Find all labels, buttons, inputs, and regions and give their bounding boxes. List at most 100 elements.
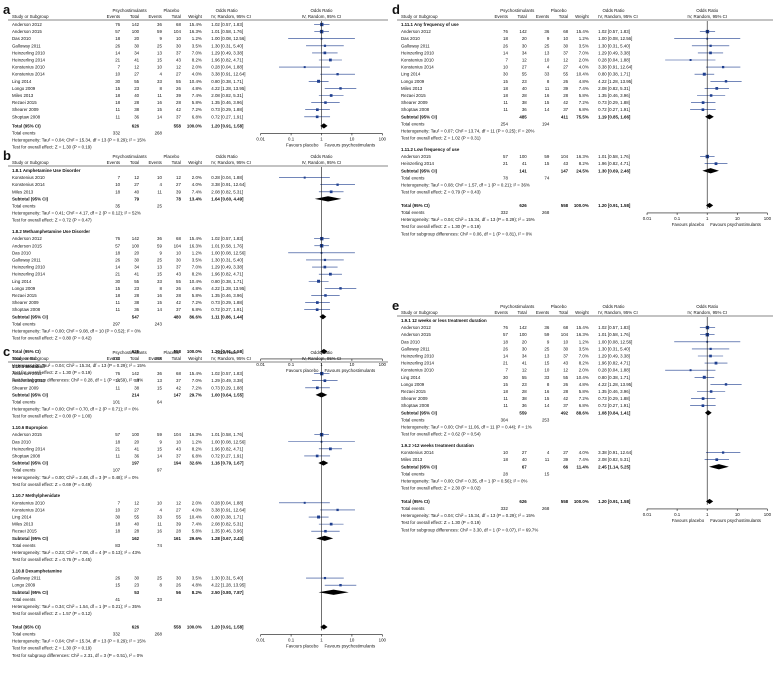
- forest-panel-c: c Psychostimulants Placebo Odds Ratio Odds R…: [3, 344, 388, 658]
- events-psychostimulants: 15: [503, 382, 508, 387]
- header-total2: Total: [172, 14, 181, 19]
- total-placebo: 558: [561, 203, 569, 208]
- study-name: Shearer 2009: [12, 107, 39, 112]
- events-placebo: 36: [157, 236, 162, 241]
- summary-diamond: [314, 196, 342, 202]
- odds-ratio-ci: 2.45 [1.14, 5.25]: [598, 464, 631, 469]
- study-name: Konstenius 2014: [401, 65, 434, 70]
- total-events-placebo: 253: [542, 417, 550, 422]
- total-placebo: 12: [176, 65, 181, 70]
- summary-label: Total (95% CI): [12, 349, 41, 354]
- total-placebo: 27: [176, 72, 181, 77]
- statistics-line: Heterogeneity: Tau² = 0.08; Chi² = 1.57,…: [401, 182, 530, 187]
- weight-value: 4.8%: [192, 583, 202, 588]
- total-placebo: 30: [563, 346, 568, 351]
- events-placebo: 8: [159, 583, 162, 588]
- total-events-placebo: 268: [155, 632, 163, 637]
- total-psychostimulants: 36: [522, 403, 527, 408]
- total-events-label: Total events: [401, 210, 425, 215]
- total-events-label: Total events: [12, 321, 36, 326]
- events-placebo: 15: [157, 58, 162, 63]
- events-placebo: 4: [547, 65, 550, 70]
- study-marker: [709, 390, 713, 393]
- study-marker: [709, 347, 712, 351]
- events-psychostimulants: 18: [115, 250, 120, 255]
- header-or-left: Odds Ratio: [216, 154, 239, 159]
- total-events-psychostimulants: 332: [113, 632, 121, 637]
- events-psychostimulants: 18: [503, 93, 508, 98]
- header-method-left: IV, Random, 95% CI: [598, 14, 638, 19]
- total-placebo: 68: [176, 236, 181, 241]
- total-psychostimulants: 28: [134, 529, 139, 534]
- total-psychostimulants: 142: [519, 325, 527, 330]
- summary-label: Total (95% CI): [12, 624, 41, 629]
- weight-value: 7.2%: [192, 300, 202, 305]
- study-marker: [324, 101, 327, 104]
- total-events-psychostimulants: 78: [503, 175, 508, 180]
- odds-ratio-ci: 4.22 [1.28, 13.95]: [211, 583, 245, 588]
- odds-ratio-ci: 0.73 [0.29, 1.88]: [598, 100, 630, 105]
- odds-ratio-ci: 1.96 [0.82, 4.71]: [598, 161, 630, 166]
- events-placebo: 11: [545, 457, 550, 462]
- weight-value: 15.4%: [576, 325, 589, 330]
- odds-ratio-ci: 1.29 [0.49, 3.38]: [211, 265, 243, 270]
- header-or-right: Odds Ratio: [311, 154, 334, 159]
- total-psychostimulants: 41: [522, 161, 527, 166]
- total-events-label: Total events: [12, 204, 36, 209]
- events-psychostimulants: 11: [503, 100, 508, 105]
- weight-value: 3.5%: [192, 576, 202, 581]
- weight-value: 100.0%: [574, 499, 589, 504]
- events-psychostimulants: 18: [115, 36, 120, 41]
- events-placebo: 36: [544, 29, 549, 34]
- study-name: Shoptaw 2008: [401, 107, 430, 112]
- statistics-line: Heterogeneity: Tau² = 0.41; Chi² = 4.17,…: [12, 211, 141, 216]
- statistics-line: Test for overall effect: Z = 1.30 (P = 0…: [12, 370, 92, 375]
- study-marker: [336, 73, 339, 76]
- x-tick-label: 0.1: [674, 216, 681, 221]
- events-placebo: 15: [157, 107, 162, 112]
- header-group1: Psychostimulants: [500, 8, 535, 13]
- events-placebo: 59: [544, 154, 549, 159]
- events-psychostimulants: 21: [503, 161, 508, 166]
- study-marker: [714, 162, 718, 166]
- events-psychostimulants: 18: [115, 529, 120, 534]
- odds-ratio-ci: 1.00 [0.08, 12.56]: [211, 250, 245, 255]
- events-placebo: 15: [544, 100, 549, 105]
- events-psychostimulants: 21: [115, 272, 120, 277]
- odds-ratio-ci: 1.00 [0.64, 1.55]: [211, 392, 244, 397]
- events-placebo: 36: [157, 371, 162, 376]
- study-name: Shoptaw 2008: [12, 114, 41, 119]
- forest-panel-e: e Psychostimulants Placebo Odds Ratio Odds R…: [392, 298, 773, 532]
- total-events-psychostimulants: 41: [115, 597, 120, 602]
- total-psychostimulants: 38: [134, 385, 139, 390]
- statistics-line: Test for subgroup differences: Chi² = 2.…: [12, 653, 143, 658]
- statistics-line: Test for overall effect: Z = 1.30 (P = 0…: [401, 224, 481, 229]
- total-placebo: 28: [176, 293, 181, 298]
- events-psychostimulants: 7: [118, 500, 121, 505]
- weight-value: 7.4%: [192, 189, 202, 194]
- total-placebo: 558: [561, 499, 569, 504]
- study-name: Anderson 2012: [12, 236, 42, 241]
- total-placebo: 42: [563, 100, 568, 105]
- weight-value: 7.2%: [192, 107, 202, 112]
- events-psychostimulants: 14: [115, 50, 120, 55]
- odds-ratio-ci: 1.02 [0.57, 1.83]: [211, 22, 243, 27]
- study-marker: [724, 383, 728, 386]
- statistics-line: Heterogeneity: Tau² = 0.04; Chi² = 15.34…: [12, 639, 146, 644]
- weight-value: 10.4%: [189, 515, 202, 520]
- study-marker: [701, 404, 705, 408]
- study-marker: [701, 397, 705, 400]
- odds-ratio-ci: 0.80 [0.38, 1.71]: [211, 279, 243, 284]
- events-psychostimulants: 15: [115, 583, 120, 588]
- total-placebo: 27: [563, 450, 568, 455]
- total-psychostimulants: 36: [134, 453, 139, 458]
- total-events-placebo: 64: [157, 400, 162, 405]
- study-name: Anderson 2012: [401, 325, 431, 330]
- study-name: Ling 2014: [12, 515, 32, 520]
- events-placebo: 4: [159, 182, 162, 187]
- weight-value: 1.2%: [579, 339, 589, 344]
- study-marker: [315, 115, 319, 119]
- total-placebo: 43: [176, 446, 181, 451]
- events-psychostimulants: 14: [115, 378, 120, 383]
- events-placebo: 13: [544, 354, 549, 359]
